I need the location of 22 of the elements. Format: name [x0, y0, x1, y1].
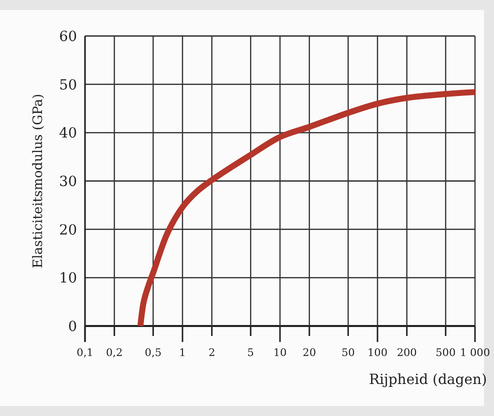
y-tick-label: 40	[59, 126, 77, 142]
y-tick-label: 60	[59, 29, 77, 45]
x-tick-label: 200	[396, 347, 417, 359]
x-tick-label: 0,5	[144, 347, 162, 359]
x-tick-label: 500	[436, 347, 456, 359]
x-tick-label: 10	[273, 347, 287, 359]
y-tick-label: 50	[59, 77, 77, 94]
x-tick-label: 2	[208, 347, 216, 359]
x-tick-label: 0,2	[106, 347, 123, 359]
y-tick-label: 10	[59, 270, 77, 287]
y-tick-label: 20	[59, 222, 77, 238]
y-tick-label: 0	[68, 319, 77, 335]
x-axis-title: Rijpheid (dagen)	[368, 372, 487, 388]
x-tick-label: 1 000	[460, 347, 490, 359]
x-tick-label: 0,1	[76, 347, 94, 359]
y-tick-label: 30	[59, 174, 77, 190]
y-axis-title: Elasticiteitsmodulus (GPa)	[31, 94, 46, 268]
x-tick-label: 50	[341, 347, 355, 359]
x-tick-label: 20	[302, 347, 316, 359]
x-tick-label: 5	[247, 347, 254, 359]
x-tick-label: 100	[367, 347, 388, 359]
x-tick-label: 1	[179, 347, 186, 359]
